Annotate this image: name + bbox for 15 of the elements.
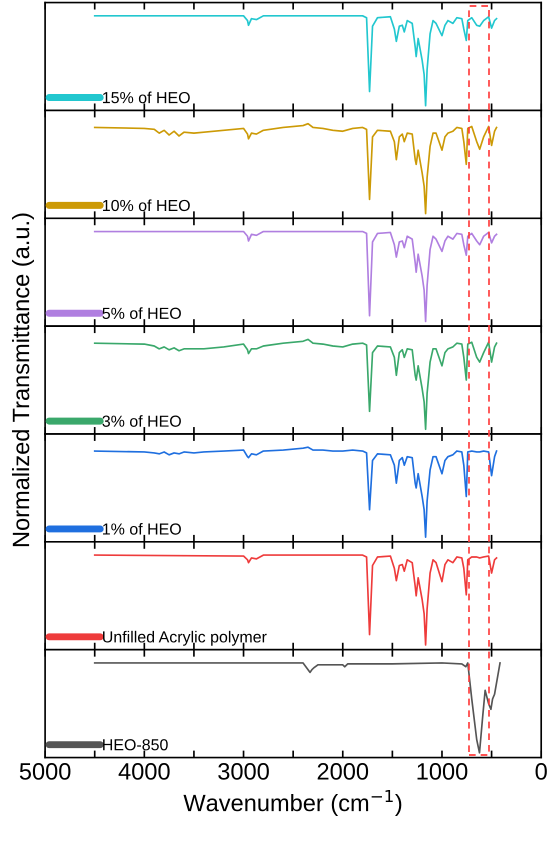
x-tick-label: 2000 [318,763,368,780]
legend-label: 5% of HEO [102,307,181,319]
legend-label: 10% of HEO [103,199,190,212]
x-tick-label: 1000 [418,763,468,780]
legend-label: Unfilled Acrylic polymer [103,630,267,646]
x-tick-label: 5000 [20,763,70,780]
legend-label: HEO-850 [103,739,168,750]
x-tick-label: 0 [536,763,547,780]
x-axis-title: Wavenumber (cm$^{−1}$) [183,790,402,816]
legend-label: 15% of HEO [103,92,190,104]
y-axis-title: Normalized Transmittance (a.u.) [12,214,34,546]
legend-label: 1% of HEO [103,522,181,535]
legend-label: 3% of HEO [102,415,181,427]
x-tick-label: 4000 [118,763,170,780]
x-tick-label: 3000 [218,763,269,780]
